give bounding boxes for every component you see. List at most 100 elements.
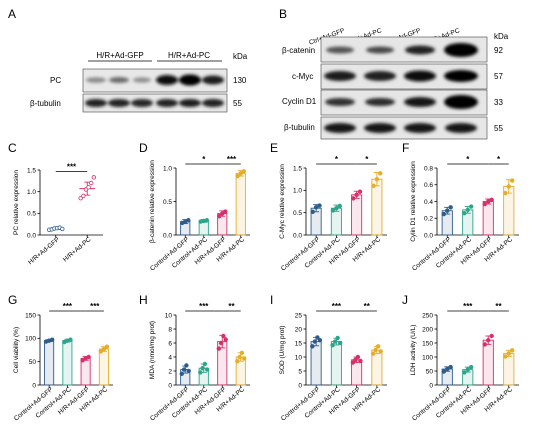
data-point-e <box>357 189 363 194</box>
y-axis-title-h: MDA (nmol/mg prot) <box>149 321 156 379</box>
data-point-i <box>310 344 315 349</box>
data-point-d <box>204 218 210 223</box>
panel-b-row-tubulin: β-tubulin <box>284 123 315 132</box>
panel-a-kda-pc: 130 <box>233 76 247 85</box>
data-point-f <box>482 201 488 207</box>
data-point-i <box>330 343 335 348</box>
significance-label-h: *** <box>199 302 209 311</box>
y-tick-label-i: 20 <box>295 326 303 333</box>
x-tick-label-f: Control+Ad-PC <box>435 236 473 270</box>
bar-i <box>330 341 342 386</box>
data-point-h <box>205 367 210 372</box>
significance-label-g: *** <box>90 302 100 311</box>
data-point-f <box>486 199 491 204</box>
data-point-j <box>468 364 474 370</box>
y-tick-label-i: 5 <box>298 368 302 375</box>
blot-bcatenin-bands <box>326 43 478 57</box>
data-point-j <box>482 342 488 347</box>
data-point-e <box>351 196 356 201</box>
data-point-j <box>503 354 508 359</box>
data-point-i <box>332 339 338 344</box>
data-point-i <box>312 339 318 344</box>
data-point-i <box>358 358 363 364</box>
data-point-i <box>355 354 361 360</box>
panel-b-label: B <box>279 7 287 21</box>
data-point-h <box>184 363 189 368</box>
y-tick-label-i: 15 <box>295 340 303 347</box>
data-point-i <box>335 335 340 341</box>
data-point-j <box>486 338 491 343</box>
y-tick-label-f: 0.6 <box>424 182 433 189</box>
panel-b-kda-cyclind1: 33 <box>494 98 503 107</box>
significance-label-d: * <box>202 155 206 164</box>
data-point-f <box>462 211 467 216</box>
data-point-d <box>241 169 247 174</box>
x-tick-label-c: H/R+Ad-PC <box>62 236 93 264</box>
data-point-g <box>104 344 110 349</box>
data-point-h <box>235 359 240 364</box>
data-point-g <box>98 349 104 354</box>
data-point-d <box>216 214 222 219</box>
chart-panels: C 0.0 0.5 1.0 1.5 PC relative expression H/R+A… <box>8 141 519 423</box>
data-point-i <box>353 357 358 362</box>
y-tick-label-i: 10 <box>295 354 303 361</box>
y-tick-label-h: 0 <box>168 382 172 389</box>
data-point-e <box>313 205 319 210</box>
y-tick-label-f: 0.0 <box>424 232 433 239</box>
panel-a: A H/R+Ad-GFP H/R+Ad-PC kDa PC 130 β-tubu… <box>8 7 248 113</box>
data-point-f <box>489 197 494 203</box>
y-tick-label-j: 200 <box>422 326 433 333</box>
blot-pc-bands <box>86 74 224 86</box>
data-point-c <box>88 180 94 186</box>
data-point-i <box>350 360 356 365</box>
panel-b-kda-unit: kDa <box>494 32 509 41</box>
data-point-e <box>354 192 359 197</box>
data-point-j <box>441 369 447 374</box>
data-point-h <box>218 340 224 346</box>
panel-a-row-pc: PC <box>50 76 61 85</box>
data-point-g <box>101 346 107 352</box>
significance-label-e: * <box>335 155 339 164</box>
y-tick-label-g: 50 <box>29 359 37 366</box>
y-tick-label-j: 0 <box>429 382 433 389</box>
bar-f <box>482 201 494 236</box>
panel-b: B Ctrl+Ad-GFP Ctrl+Ad-PC H/R+Ad-GFP H/R+… <box>279 7 509 140</box>
data-point-i <box>378 349 383 354</box>
data-point-f <box>506 184 511 189</box>
y-axis-title-f: Cylin D1 relative expression <box>410 161 417 242</box>
chart-d: D0.00.51.0β-catenin relative expressionC… <box>139 141 250 273</box>
data-point-i <box>315 335 320 340</box>
significance-label-f: * <box>497 155 501 164</box>
data-point-e <box>310 209 315 214</box>
y-tick-label-h: 10 <box>165 312 173 319</box>
data-point-h <box>223 337 228 342</box>
chart-e: E0.00.51.01.5C-Myc relative expressionCo… <box>270 141 387 273</box>
y-tick-label-j: 100 <box>422 354 433 361</box>
data-point-h <box>179 371 184 376</box>
y-axis-title-j: LDH activity (U/L) <box>410 325 417 376</box>
data-point-e <box>317 203 322 208</box>
data-point-d <box>186 218 191 223</box>
y-tick-label-d: 1.0 <box>163 165 172 172</box>
data-point-h <box>186 368 191 374</box>
y-tick-label-e: 1.0 <box>293 188 302 195</box>
y-tick-label-g: 150 <box>25 312 36 319</box>
data-point-h <box>200 366 205 371</box>
data-point-e <box>337 203 342 209</box>
panel-b-row-bcatenin: β-catenin <box>282 46 315 55</box>
panel-b-row-cmyc: c-Myc <box>292 72 313 81</box>
significance-label-j: ** <box>495 302 502 311</box>
y-tick-label-e: 0.5 <box>293 210 302 217</box>
data-point-d <box>223 209 228 214</box>
panel-i-label: I <box>270 293 273 307</box>
panel-a-group-pc: H/R+Ad-PC <box>168 51 210 60</box>
data-point-h <box>242 356 247 361</box>
y-tick-label-e: 0.0 <box>293 232 302 239</box>
data-point-i <box>337 340 343 346</box>
y-tick-label-g: 100 <box>25 336 36 343</box>
data-point-g <box>80 358 85 363</box>
blot-a-tubulin-membrane <box>82 93 228 113</box>
data-point-c <box>86 185 91 190</box>
